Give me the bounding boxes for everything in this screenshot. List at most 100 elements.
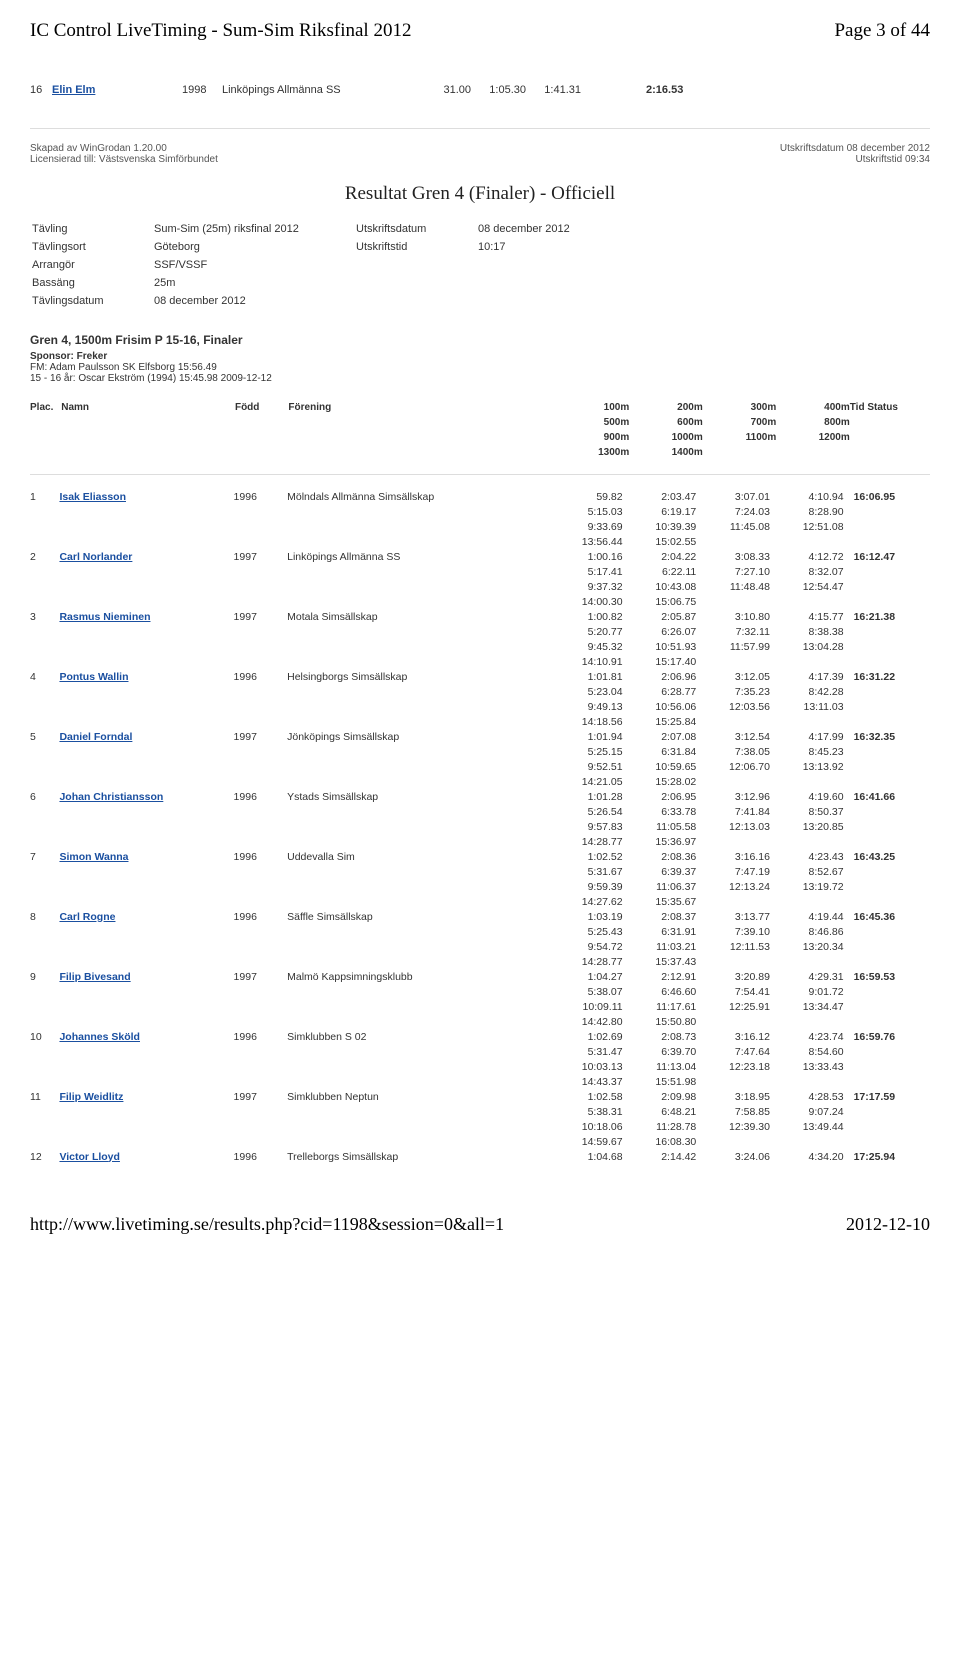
split-time: 6:31.84 — [629, 744, 703, 759]
swimmer-link[interactable]: Carl Norlander — [59, 551, 132, 563]
print-date: Utskriftsdatum 08 december 2012 — [780, 143, 930, 154]
split-time — [702, 1134, 776, 1149]
result-plac: 2 — [30, 549, 59, 564]
swimmer-link[interactable]: Rasmus Nieminen — [59, 611, 150, 623]
split-time: 6:31.91 — [629, 924, 703, 939]
final-time: 17:25.94 — [850, 1149, 930, 1164]
split-time: 3:07.01 — [702, 489, 776, 504]
split-time: 1:04.68 — [555, 1149, 629, 1164]
created-by: Skapad av WinGrodan 1.20.00 — [30, 143, 167, 154]
final-time: 16:31.22 — [850, 669, 930, 684]
result-born: 1997 — [234, 729, 288, 744]
split-time: 7:39.10 — [702, 924, 776, 939]
result-born: 1996 — [234, 909, 288, 924]
split-time: 15:06.75 — [629, 594, 703, 609]
col-d: 600m — [629, 415, 703, 430]
split-time: 15:37.43 — [629, 954, 703, 969]
table-row: 13:56.44 15:02.55 — [30, 534, 930, 549]
split-time: 4:12.72 — [776, 549, 850, 564]
table-row: 9:59.39 11:06.37 12:13.24 13:19.72 — [30, 879, 930, 894]
table-row: 10 Johannes Sköld 1996 Simklubben S 02 1… — [30, 1029, 930, 1044]
swimmer-link[interactable]: Filip Bivesand — [59, 971, 130, 983]
info-label — [356, 293, 476, 309]
split-time: 1:02.69 — [555, 1029, 629, 1044]
split-time: 14:28.77 — [555, 954, 629, 969]
col-d: 1000m — [629, 430, 703, 445]
swimmer-link[interactable]: Isak Eliasson — [59, 491, 126, 503]
info-label: Bassäng — [32, 275, 152, 291]
results-table: 1 Isak Eliasson 1996 Mölndals Allmänna S… — [30, 489, 930, 1164]
split-time: 2:12.91 — [629, 969, 703, 984]
prev-split: 1:05.30 — [477, 82, 532, 98]
split-time: 2:06.95 — [629, 789, 703, 804]
swimmer-link[interactable]: Simon Wanna — [59, 851, 128, 863]
split-time: 1:01.94 — [555, 729, 629, 744]
split-time: 14:21.05 — [555, 774, 629, 789]
prev-club: Linköpings Allmänna SS — [222, 82, 422, 98]
split-time: 9:54.72 — [555, 939, 629, 954]
split-time — [776, 1074, 850, 1089]
split-time: 13:33.43 — [776, 1059, 850, 1074]
split-time: 2:09.98 — [629, 1089, 703, 1104]
split-time: 3:12.54 — [702, 729, 776, 744]
col-name: Namn — [61, 400, 235, 415]
table-row: 5 Daniel Forndal 1997 Jönköpings Simsäll… — [30, 729, 930, 744]
info-value: 08 december 2012 — [478, 221, 928, 237]
split-time: 14:18.56 — [555, 714, 629, 729]
swimmer-link[interactable]: Carl Rogne — [59, 911, 115, 923]
split-time: 10:56.06 — [629, 699, 703, 714]
split-time: 7:27.10 — [702, 564, 776, 579]
split-time: 6:48.21 — [629, 1104, 703, 1119]
split-time: 12:23.18 — [702, 1059, 776, 1074]
split-time: 11:05.58 — [629, 819, 703, 834]
table-row: 8 Carl Rogne 1996 Säffle Simsällskap 1:0… — [30, 909, 930, 924]
split-time: 9:57.83 — [555, 819, 629, 834]
col-club: Förening — [288, 400, 555, 415]
split-time: 2:07.08 — [629, 729, 703, 744]
info-value — [478, 257, 928, 273]
table-row: 10:03.13 11:13.04 12:23.18 13:33.43 — [30, 1059, 930, 1074]
swimmer-link[interactable]: Daniel Forndal — [59, 731, 132, 743]
info-label: Tävlingsdatum — [32, 293, 152, 309]
result-born: 1996 — [234, 669, 288, 684]
info-value: Göteborg — [154, 239, 354, 255]
info-label: Tävling — [32, 221, 152, 237]
table-row: 9:57.83 11:05.58 12:13.03 13:20.85 — [30, 819, 930, 834]
split-time: 9:59.39 — [555, 879, 629, 894]
final-time: 16:59.76 — [850, 1029, 930, 1044]
table-row: 9:49.13 10:56.06 12:03.56 13:11.03 — [30, 699, 930, 714]
split-time — [776, 1014, 850, 1029]
result-born: 1997 — [234, 1089, 288, 1104]
col-d: 400m — [776, 400, 850, 415]
col-d: 300m — [703, 400, 777, 415]
event-fm: FM: Adam Paulsson SK Elfsborg 15:56.49 — [30, 362, 930, 373]
split-time: 5:20.77 — [555, 624, 629, 639]
swimmer-link[interactable]: Pontus Wallin — [59, 671, 128, 683]
split-time: 15:50.80 — [629, 1014, 703, 1029]
split-time: 13:04.28 — [776, 639, 850, 654]
result-born: 1996 — [234, 789, 288, 804]
print-time: Utskriftstid 09:34 — [856, 154, 930, 165]
result-plac: 11 — [30, 1089, 59, 1104]
split-time: 8:32.07 — [776, 564, 850, 579]
info-value — [478, 275, 928, 291]
split-time: 5:15.03 — [555, 504, 629, 519]
prev-split: 1:41.31 — [532, 82, 587, 98]
info-value: SSF/VSSF — [154, 257, 354, 273]
result-club: Motala Simsällskap — [287, 609, 555, 624]
table-row: 3 Rasmus Nieminen 1997 Motala Simsällska… — [30, 609, 930, 624]
split-time: 11:13.04 — [629, 1059, 703, 1074]
swimmer-link[interactable]: Johan Christiansson — [59, 791, 163, 803]
split-time: 8:28.90 — [776, 504, 850, 519]
swimmer-link[interactable]: Johannes Sköld — [59, 1031, 140, 1043]
split-time: 11:03.21 — [629, 939, 703, 954]
split-time: 1:02.58 — [555, 1089, 629, 1104]
col-d: 700m — [703, 415, 777, 430]
swimmer-link[interactable]: Victor Lloyd — [59, 1151, 119, 1163]
result-club: Säffle Simsällskap — [287, 909, 555, 924]
prev-name-link[interactable]: Elin Elm — [52, 84, 95, 96]
result-club: Simklubben Neptun — [287, 1089, 555, 1104]
swimmer-link[interactable]: Filip Weidlitz — [59, 1091, 123, 1103]
col-born: Född — [235, 400, 288, 415]
result-club: Helsingborgs Simsällskap — [287, 669, 555, 684]
